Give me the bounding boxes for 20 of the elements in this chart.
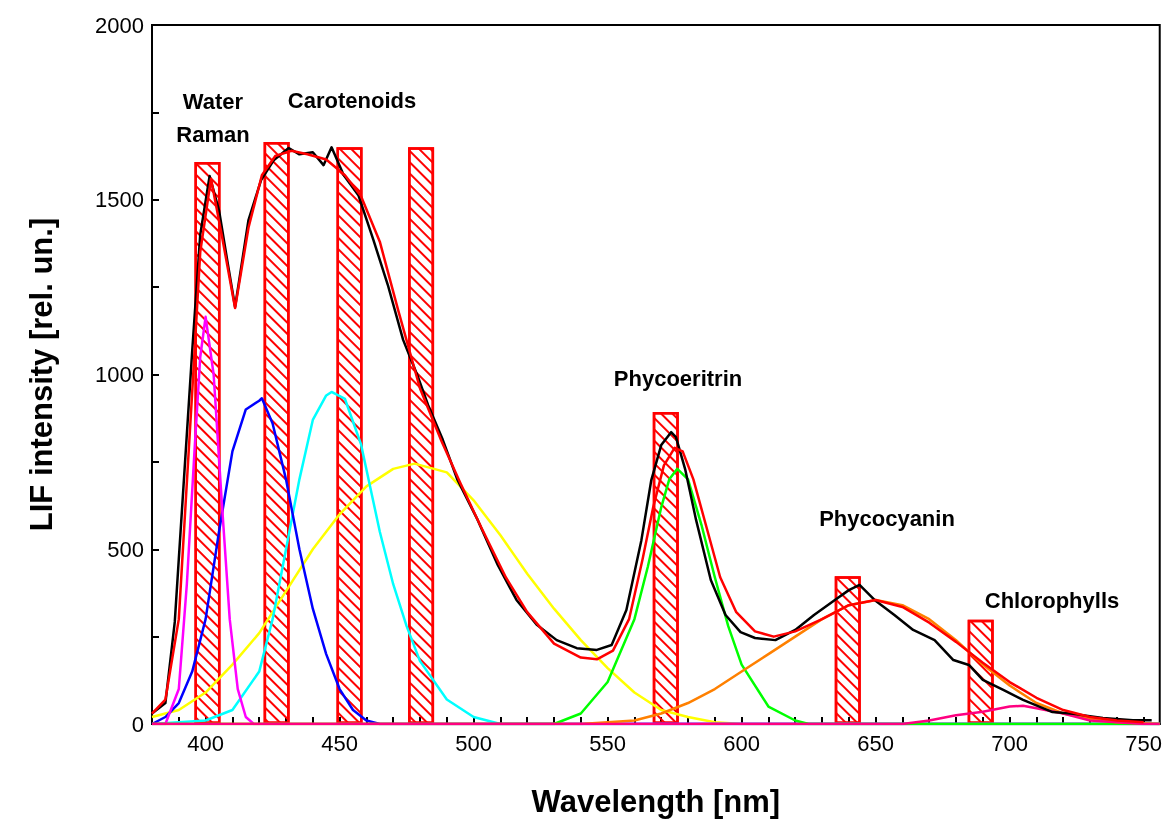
y-tick-label: 1000 (95, 362, 144, 387)
annotation: Phycocyanin (819, 505, 955, 531)
x-tick-label: 700 (991, 730, 1028, 756)
x-tick-label: 450 (321, 730, 358, 756)
y-axis-title: LIF intensity [rel. un.] (24, 217, 59, 532)
x-tick-label: 750 (1125, 730, 1163, 756)
annotation: Phycoeritrin (613, 365, 743, 391)
x-tick-label: 650 (857, 730, 894, 756)
y-tick-label: 500 (107, 536, 144, 562)
x-tick-label: 500 (455, 730, 492, 756)
x-tick-label: 550 (589, 730, 626, 756)
y-tick-label: 1500 (95, 187, 144, 213)
y-tick-label: 2000 (95, 12, 144, 38)
x-axis-title: Wavelength [nm] (531, 784, 781, 819)
annotation: Chlorophylls (984, 587, 1120, 613)
annotation: Carotenoids (287, 87, 417, 113)
y-tick-label: 0 (131, 711, 144, 737)
x-tick-label: 400 (187, 730, 224, 756)
annotation: Water Raman (176, 89, 250, 147)
x-tick-label: 600 (723, 730, 760, 756)
